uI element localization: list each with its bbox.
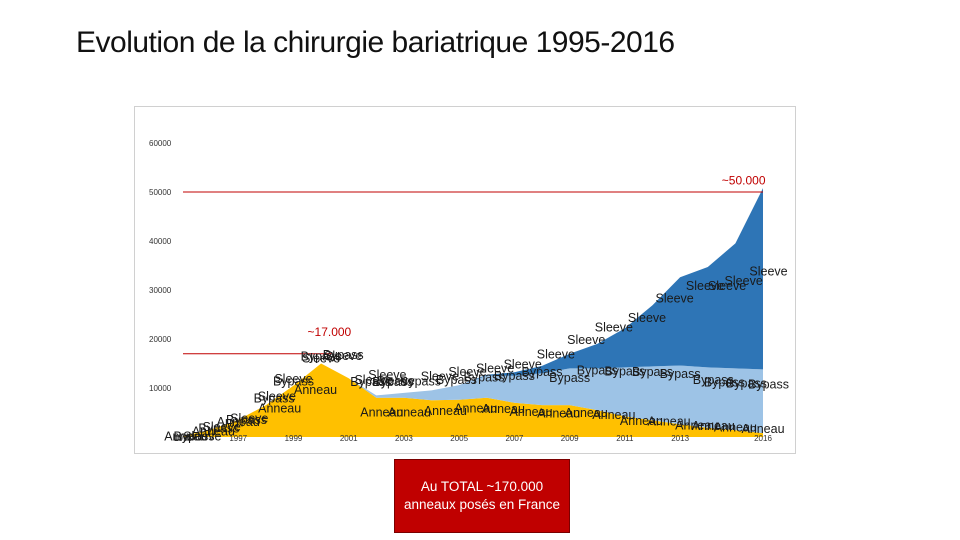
series-label-anneau: Anneau xyxy=(192,425,235,439)
series-label-sleeve: Sleeve xyxy=(725,274,763,288)
series-label-sleeve: Sleeve xyxy=(749,264,787,278)
series-label-sleeve: Sleeve xyxy=(567,333,605,347)
series-label-sleeve: Sleeve xyxy=(476,361,514,375)
x-tick-label: 1997 xyxy=(229,434,247,443)
area-series-sleeve xyxy=(183,188,763,436)
series-label-anneau: Anneau xyxy=(360,405,403,419)
series-label-sleeve: Sleeve xyxy=(230,411,268,425)
series-label-bypass: Bypass xyxy=(301,350,342,364)
series-label-bypass: Bypass xyxy=(693,373,734,387)
series-label-anneau: Anneau xyxy=(294,383,337,397)
annotation-1: ~17.000 xyxy=(308,325,352,339)
series-label-anneau: Anneau xyxy=(648,415,691,429)
series-label-sleeve: Sleeve xyxy=(421,370,459,384)
series-label-bypass: Bypass xyxy=(632,365,673,379)
total-note-text: Au TOTAL ~170.000 anneaux posés en Franc… xyxy=(403,479,561,512)
series-label-bypass: Bypass xyxy=(522,365,563,379)
series-label-anneau: Anneau xyxy=(454,402,497,416)
series-label-anneau: Anneau xyxy=(217,415,260,429)
series-label-bypass: Bypass xyxy=(704,376,745,390)
y-tick-label: 50000 xyxy=(149,188,172,197)
series-label-anneau: Anneau xyxy=(258,402,301,416)
series-label-bypass: Bypass xyxy=(273,375,314,389)
series-label-bypass: Bypass xyxy=(604,364,645,378)
annotation-0: ~50.000 xyxy=(722,174,766,188)
series-label-bypass: Bypass xyxy=(748,377,789,391)
series-label-sleeve: Sleeve xyxy=(686,279,724,293)
series-label-bypass: Bypass xyxy=(226,413,267,427)
series-label-sleeve: Sleeve xyxy=(537,348,575,362)
y-tick-label: 20000 xyxy=(149,335,172,344)
series-label-bypass: Bypass xyxy=(400,375,441,389)
x-tick-label: 1999 xyxy=(285,434,303,443)
series-label-anneau: Anneau xyxy=(675,419,718,433)
series-label-anneau: Anneau xyxy=(482,402,525,416)
series-label-sleeve: Sleeve xyxy=(504,357,542,371)
series-label-bypass: Bypass xyxy=(549,371,590,385)
page-title: Evolution de la chirurgie bariatrique 19… xyxy=(76,26,675,59)
x-tick-label: 2009 xyxy=(561,434,579,443)
series-label-sleeve: Sleeve xyxy=(183,429,221,443)
x-tick-label: 1995 xyxy=(174,434,192,443)
area-series-anneau xyxy=(183,363,763,437)
series-label-sleeve: Sleeve xyxy=(354,373,392,387)
series-label-bypass: Bypass xyxy=(494,369,535,383)
series-label-anneau: Anneau xyxy=(620,414,663,428)
series-label-anneau: Anneau xyxy=(741,422,784,436)
x-tick-label: 2003 xyxy=(395,434,413,443)
series-label-sleeve: Sleeve xyxy=(595,321,633,335)
series-label-anneau: Anneau xyxy=(714,421,757,435)
series-label-sleeve: Sleeve xyxy=(274,372,312,386)
series-label-anneau: Anneau xyxy=(592,408,635,422)
series-label-bypass: Bypass xyxy=(660,367,701,381)
series-label-sleeve: Sleeve xyxy=(324,349,362,363)
total-note-box: Au TOTAL ~170.000 anneaux posés en Franc… xyxy=(394,459,570,533)
series-label-anneau: Anneau xyxy=(424,404,467,418)
series-label-sleeve: Sleeve xyxy=(708,279,746,293)
series-label-bypass: Bypass xyxy=(198,422,239,436)
series-label-bypass: Bypass xyxy=(372,375,413,389)
area-series-bypass xyxy=(183,363,763,436)
series-label-sleeve: Sleeve xyxy=(368,368,406,382)
series-label-sleeve: Sleeve xyxy=(377,374,415,388)
series-label-sleeve: Sleeve xyxy=(656,291,694,305)
x-tick-label: 2005 xyxy=(450,434,468,443)
series-label-anneau: Anneau xyxy=(164,429,207,443)
series-label-anneau: Anneau xyxy=(565,406,608,420)
y-tick-label: 10000 xyxy=(149,384,172,393)
series-label-bypass: Bypass xyxy=(726,377,767,391)
series-label-sleeve: Sleeve xyxy=(448,365,486,379)
x-tick-label: 2016 xyxy=(754,434,772,443)
series-label-bypass: Bypass xyxy=(436,373,477,387)
series-label-anneau: Anneau xyxy=(509,405,552,419)
x-tick-label: 2011 xyxy=(616,434,634,443)
series-label-anneau: Anneau xyxy=(692,419,735,433)
chart-frame: 60000 50000 40000 30000 20000 10000 1995 1997 19… xyxy=(134,106,796,454)
series-label-bypass: Bypass xyxy=(350,375,391,389)
series-label-bypass: Bypass xyxy=(174,429,215,443)
series-label-bypass: Bypass xyxy=(254,392,295,406)
y-tick-label: 60000 xyxy=(149,139,172,148)
series-label-bypass: Bypass xyxy=(464,371,505,385)
series-label-sleeve: Sleeve xyxy=(203,420,241,434)
x-tick-label: 2007 xyxy=(506,434,524,443)
series-label-bypass: Bypass xyxy=(323,348,364,362)
series-label-sleeve: Sleeve xyxy=(628,311,666,325)
x-tick-label: 2001 xyxy=(340,434,358,443)
series-label-bypass: Bypass xyxy=(577,363,618,377)
series-label-anneau: Anneau xyxy=(388,405,431,419)
series-label-anneau: Anneau xyxy=(537,406,580,420)
x-tick-label: 2013 xyxy=(671,434,689,443)
series-label-sleeve: Sleeve xyxy=(258,390,296,404)
y-tick-label: 30000 xyxy=(149,286,172,295)
series-label-sleeve: Sleeve xyxy=(302,352,340,366)
y-tick-label: 40000 xyxy=(149,237,172,246)
stacked-area-chart: 60000 50000 40000 30000 20000 10000 1995 1997 19… xyxy=(149,139,789,443)
